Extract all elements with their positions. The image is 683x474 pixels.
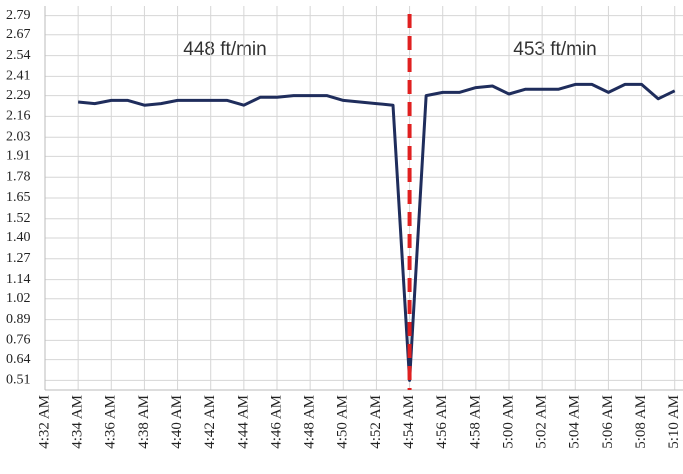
y-tick-label: 2.41 bbox=[6, 69, 31, 84]
y-tick-label: 1.27 bbox=[6, 251, 31, 266]
x-tick-label: 5:06 AM bbox=[600, 395, 616, 449]
annotation: 453 ft/min bbox=[513, 39, 596, 60]
x-tick-label: 4:52 AM bbox=[368, 395, 384, 449]
x-tick-label: 5:02 AM bbox=[534, 395, 550, 449]
y-tick-label: 1.02 bbox=[6, 291, 31, 306]
x-tick-label: 4:56 AM bbox=[434, 395, 450, 449]
x-tick-label: 4:48 AM bbox=[302, 395, 318, 449]
x-tick-label: 5:00 AM bbox=[500, 395, 516, 449]
x-tick-label: 5:04 AM bbox=[567, 395, 583, 449]
x-tick-label: 4:42 AM bbox=[202, 395, 218, 449]
annotation: 448 ft/min bbox=[183, 39, 266, 60]
x-tick-label: 4:58 AM bbox=[467, 395, 483, 449]
x-tick-label: 4:32 AM bbox=[36, 395, 52, 449]
y-tick-label: 2.03 bbox=[6, 129, 31, 144]
y-tick-label: 2.79 bbox=[6, 8, 31, 23]
y-tick-label: 2.16 bbox=[6, 109, 31, 124]
data-line bbox=[77, 82, 676, 382]
x-tick-label: 5:10 AM bbox=[666, 395, 682, 449]
x-tick-label: 4:54 AM bbox=[401, 395, 417, 449]
y-tick-label: 1.91 bbox=[6, 149, 31, 164]
x-tick-label: 5:08 AM bbox=[633, 395, 649, 449]
y-tick-label: 1.52 bbox=[6, 211, 31, 226]
x-tick-label: 4:46 AM bbox=[268, 395, 284, 449]
y-tick-label: 1.65 bbox=[6, 190, 31, 205]
y-tick-label: 1.40 bbox=[6, 230, 31, 245]
x-tick-label: 4:50 AM bbox=[335, 395, 351, 449]
y-tick-label: 2.67 bbox=[6, 27, 31, 42]
y-tick-label: 0.64 bbox=[6, 352, 31, 367]
y-tick-label: 1.14 bbox=[6, 272, 31, 287]
x-tick-label: 4:38 AM bbox=[136, 395, 152, 449]
y-tick-label: 2.29 bbox=[6, 88, 31, 103]
y-tick-label: 1.78 bbox=[6, 169, 31, 184]
y-tick-label: 0.89 bbox=[6, 312, 31, 327]
x-tick-label: 4:44 AM bbox=[235, 395, 251, 449]
x-tick-label: 4:40 AM bbox=[169, 395, 185, 449]
x-tick-label: 4:34 AM bbox=[70, 395, 86, 449]
x-tick-label: 4:36 AM bbox=[103, 395, 119, 449]
y-tick-label: 2.54 bbox=[6, 48, 31, 63]
y-tick-label: 0.76 bbox=[6, 333, 31, 348]
y-tick-label: 0.51 bbox=[6, 373, 31, 388]
